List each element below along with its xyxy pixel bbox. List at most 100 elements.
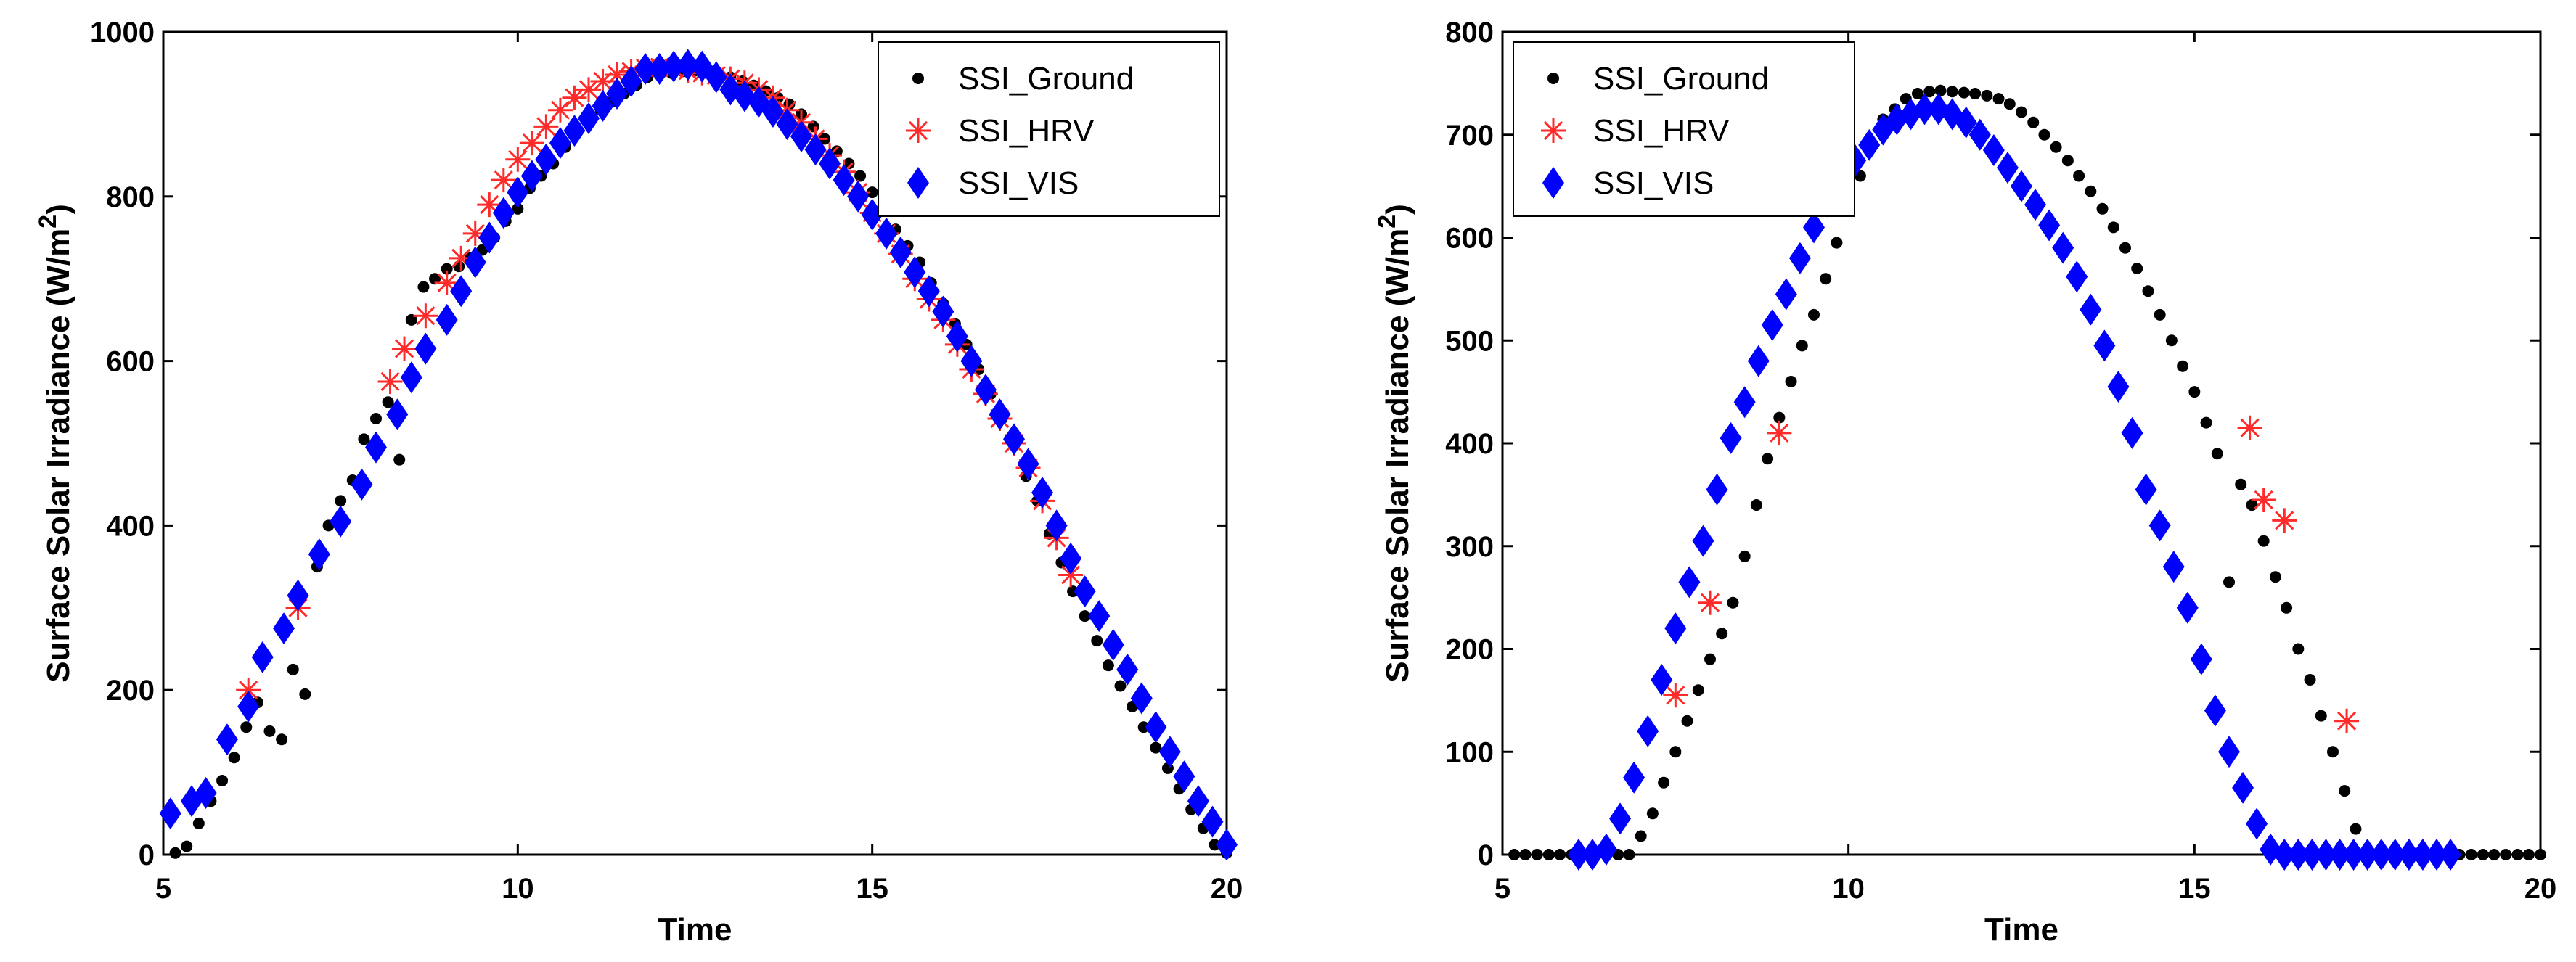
x-tick-label: 10 (502, 873, 534, 905)
point-SSI_Ground (1531, 849, 1543, 860)
point-SSI_Ground (1102, 659, 1114, 672)
point-SSI_VIS (2080, 293, 2102, 326)
point-SSI_VIS (1003, 423, 1025, 456)
point-SSI_HRV (377, 369, 403, 394)
legend-box (1513, 41, 1855, 217)
point-SSI_VIS (2301, 839, 2323, 871)
point-SSI_Ground (1681, 715, 1693, 727)
point-SSI_VIS (1609, 802, 1632, 835)
point-SSI_VIS (946, 320, 968, 353)
point-SSI_VIS (1692, 525, 1714, 557)
legend-marker-SSI_Ground (912, 73, 924, 84)
point-SSI_Ground (2488, 849, 2501, 860)
point-SSI_VIS (1567, 839, 1590, 871)
point-SSI_Ground (2281, 601, 2293, 614)
point-SSI_Ground (1750, 499, 1762, 511)
legend-label: SSI_Ground (1593, 61, 1769, 96)
point-SSI_Ground (2535, 849, 2546, 860)
point-SSI_VIS (365, 431, 387, 464)
point-SSI_Ground (2500, 849, 2512, 860)
point-SSI_Ground (2465, 849, 2477, 860)
x-tick-label: 5 (155, 873, 171, 905)
point-SSI_VIS (1595, 833, 1617, 866)
legend-marker-SSI_HRV (1541, 118, 1566, 143)
point-SSI_VIS (1637, 715, 1659, 747)
legend-label: SSI_HRV (958, 113, 1095, 149)
point-SSI_Ground (240, 721, 253, 733)
point-SSI_VIS (2121, 416, 2143, 449)
point-SSI_VIS (804, 133, 827, 166)
point-SSI_Ground (1992, 93, 2005, 105)
y-tick-label: 400 (106, 510, 155, 542)
point-SSI_VIS (2011, 170, 2032, 202)
point-SSI_HRV (413, 303, 438, 329)
y-tick-label: 200 (1445, 634, 1494, 666)
point-SSI_VIS (1045, 509, 1068, 542)
point-SSI_Ground (1934, 84, 1947, 96)
point-SSI_VIS (1775, 278, 1797, 311)
point-SSI_Ground (2003, 98, 2016, 110)
point-SSI_Ground (1762, 453, 1774, 465)
point-SSI_HRV (449, 245, 474, 271)
point-SSI_HRV (477, 192, 502, 218)
point-SSI_Ground (2269, 571, 2281, 583)
point-SSI_Ground (1727, 596, 1739, 609)
legend-label: SSI_VIS (1593, 165, 1714, 201)
point-SSI_Ground (181, 840, 193, 852)
point-SSI_Ground (1831, 237, 1843, 249)
point-SSI_HRV (2251, 487, 2276, 512)
point-SSI_VIS (620, 65, 642, 98)
point-SSI_VIS (2232, 771, 2254, 804)
point-SSI_VIS (2162, 551, 2185, 583)
point-SSI_Ground (169, 847, 181, 859)
point-SSI_HRV (1058, 562, 1084, 588)
point-SSI_VIS (159, 797, 181, 830)
point-SSI_Ground (393, 453, 406, 466)
point-SSI_Ground (2292, 643, 2305, 655)
legend-marker-SSI_HRV (906, 118, 931, 143)
point-SSI_Ground (2188, 386, 2201, 398)
point-SSI_Ground (2016, 106, 2027, 118)
point-SSI_VIS (478, 221, 501, 254)
point-SSI_VIS (1102, 628, 1124, 661)
point-SSI_Ground (2304, 674, 2316, 686)
point-SSI_Ground (1773, 411, 1786, 424)
point-SSI_VIS (819, 147, 841, 180)
point-SSI_Ground (1692, 684, 1704, 696)
y-tick-label: 300 (1445, 531, 1494, 563)
point-SSI_VIS (2093, 329, 2116, 362)
point-SSI_VIS (2440, 839, 2462, 871)
point-SSI_HRV (533, 114, 559, 139)
y-tick-label: 200 (106, 675, 155, 707)
point-SSI_Ground (2315, 710, 2327, 722)
point-SSI_Ground (2211, 448, 2223, 460)
point-SSI_Ground (1704, 653, 1716, 665)
x-tick-label: 15 (2178, 873, 2211, 905)
point-SSI_VIS (2356, 839, 2379, 871)
point-SSI_Ground (1091, 635, 1103, 647)
point-SSI_Ground (2061, 155, 2074, 167)
point-SSI_VIS (1996, 152, 2019, 184)
point-SSI_VIS (492, 197, 515, 229)
legend: SSI_Ground SSI_HRV SSI_VIS (878, 41, 1220, 217)
point-SSI_Ground (2073, 170, 2085, 182)
point-SSI_VIS (889, 236, 912, 268)
point-SSI_VIS (1651, 664, 1673, 696)
point-SSI_VIS (563, 115, 586, 147)
point-SSI_HRV (392, 336, 417, 361)
series-SSI_HRV (1663, 415, 2360, 733)
point-SSI_HRV (1663, 683, 1688, 708)
point-SSI_VIS (237, 690, 260, 723)
point-SSI_Ground (1209, 839, 1221, 851)
point-SSI_Ground (1796, 340, 1808, 352)
point-SSI_VIS (989, 398, 1011, 431)
point-SSI_VIS (1201, 805, 1224, 838)
point-SSI_VIS (1858, 128, 1881, 161)
point-SSI_Ground (382, 396, 394, 408)
point-SSI_Ground (2350, 823, 2362, 835)
point-SSI_Ground (1958, 86, 1970, 99)
chart-2: 5 10 15 200100200300400500600700800TimeSurf… (1373, 17, 2556, 947)
point-SSI_VIS (1982, 134, 2005, 167)
point-SSI_Ground (2522, 849, 2535, 860)
point-SSI_VIS (2024, 189, 2047, 221)
